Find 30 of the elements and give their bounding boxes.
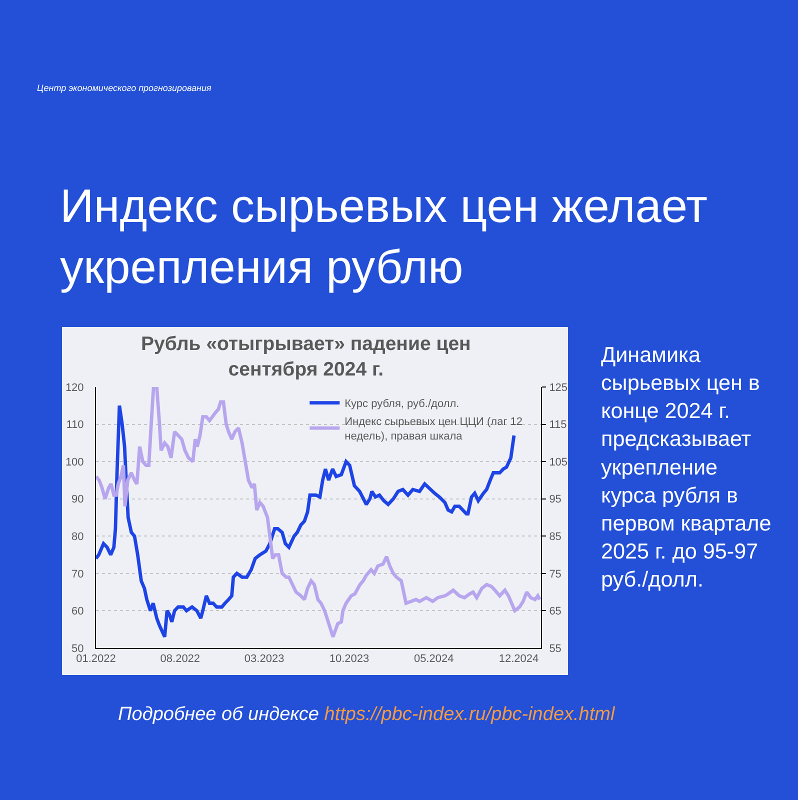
chart-subtitle: Рубль «отыгрывает» падение цен сентября 2024 г.: [141, 333, 471, 380]
y-tick-label: 120: [65, 382, 84, 394]
legend-label: Курс рубля, руб./долл.: [344, 398, 460, 410]
chart-title: Индекс сырьевых цен желает укрепления рублю: [60, 179, 708, 294]
y2-tick-label: 65: [549, 606, 562, 618]
y2-tick-label: 95: [549, 494, 562, 506]
text: Подробнее об индексе: [118, 704, 319, 725]
x-tick-label: 12.2024: [498, 653, 539, 666]
x-tick-label: 01.2022: [76, 653, 116, 666]
text: Центр экономического прогнозирования: [37, 83, 212, 93]
x-tick-label: 05.2024: [414, 653, 454, 666]
y-tick-label: 60: [72, 606, 84, 618]
y2-tick-label: 75: [549, 568, 562, 580]
y-tick-label: 80: [72, 530, 84, 543]
y2-tick-label: 115: [549, 419, 567, 432]
y-tick-label: 70: [72, 568, 84, 580]
y2-tick-label: 125: [549, 382, 568, 394]
x-tick-label: 08.2022: [160, 653, 200, 666]
y-tick-label: 90: [72, 494, 84, 506]
text: Динамика сырьевых цен в конце 2024 г. предсказывает укрепление курса рубля в первом квартале 2025 г. до 95-97 руб./долл.: [601, 342, 772, 592]
text: https://pbc-index.ru/pbc-index.html: [324, 704, 616, 725]
legend-label: Индекс сырьевых цен ЦЦИ (лаг 12 недель), правая шкала: [344, 416, 523, 443]
x-tick-label: 10.2023: [329, 653, 370, 666]
y-tick-label: 100: [65, 456, 84, 468]
y2-tick-label: 85: [549, 530, 562, 543]
y2-tick-label: 55: [549, 642, 562, 655]
y2-tick-label: 105: [549, 456, 568, 468]
y-tick-label: 110: [66, 419, 84, 432]
x-tick-label: 03.2023: [244, 653, 284, 666]
y-tick-label: 50: [72, 642, 84, 655]
